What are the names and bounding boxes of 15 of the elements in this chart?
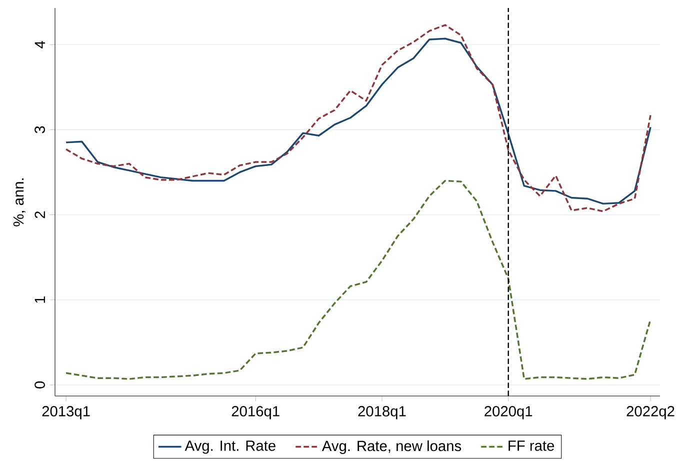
y-tick-label: 1 [34, 296, 45, 303]
y-tick-label: 2 [34, 211, 45, 218]
x-tick-label: 2020q1 [484, 406, 532, 420]
y-tick-label: 3 [34, 126, 45, 134]
legend-label: Avg. Int. Rate [184, 440, 276, 454]
y-axis-title: %, ann. [13, 178, 26, 226]
y-tick-label: 0 [34, 381, 45, 388]
x-tick-label: 2022q2 [626, 406, 674, 420]
x-tick-label: 2018q1 [358, 406, 406, 420]
legend-label: FF rate [508, 440, 554, 451]
y-tick-label: 4 [34, 40, 45, 48]
x-tick-label: 2013q1 [42, 406, 90, 420]
line-series [65, 180, 652, 380]
x-tick-label: 2016q1 [232, 406, 280, 420]
legend-label: Avg. Rate, new loans [322, 440, 462, 454]
